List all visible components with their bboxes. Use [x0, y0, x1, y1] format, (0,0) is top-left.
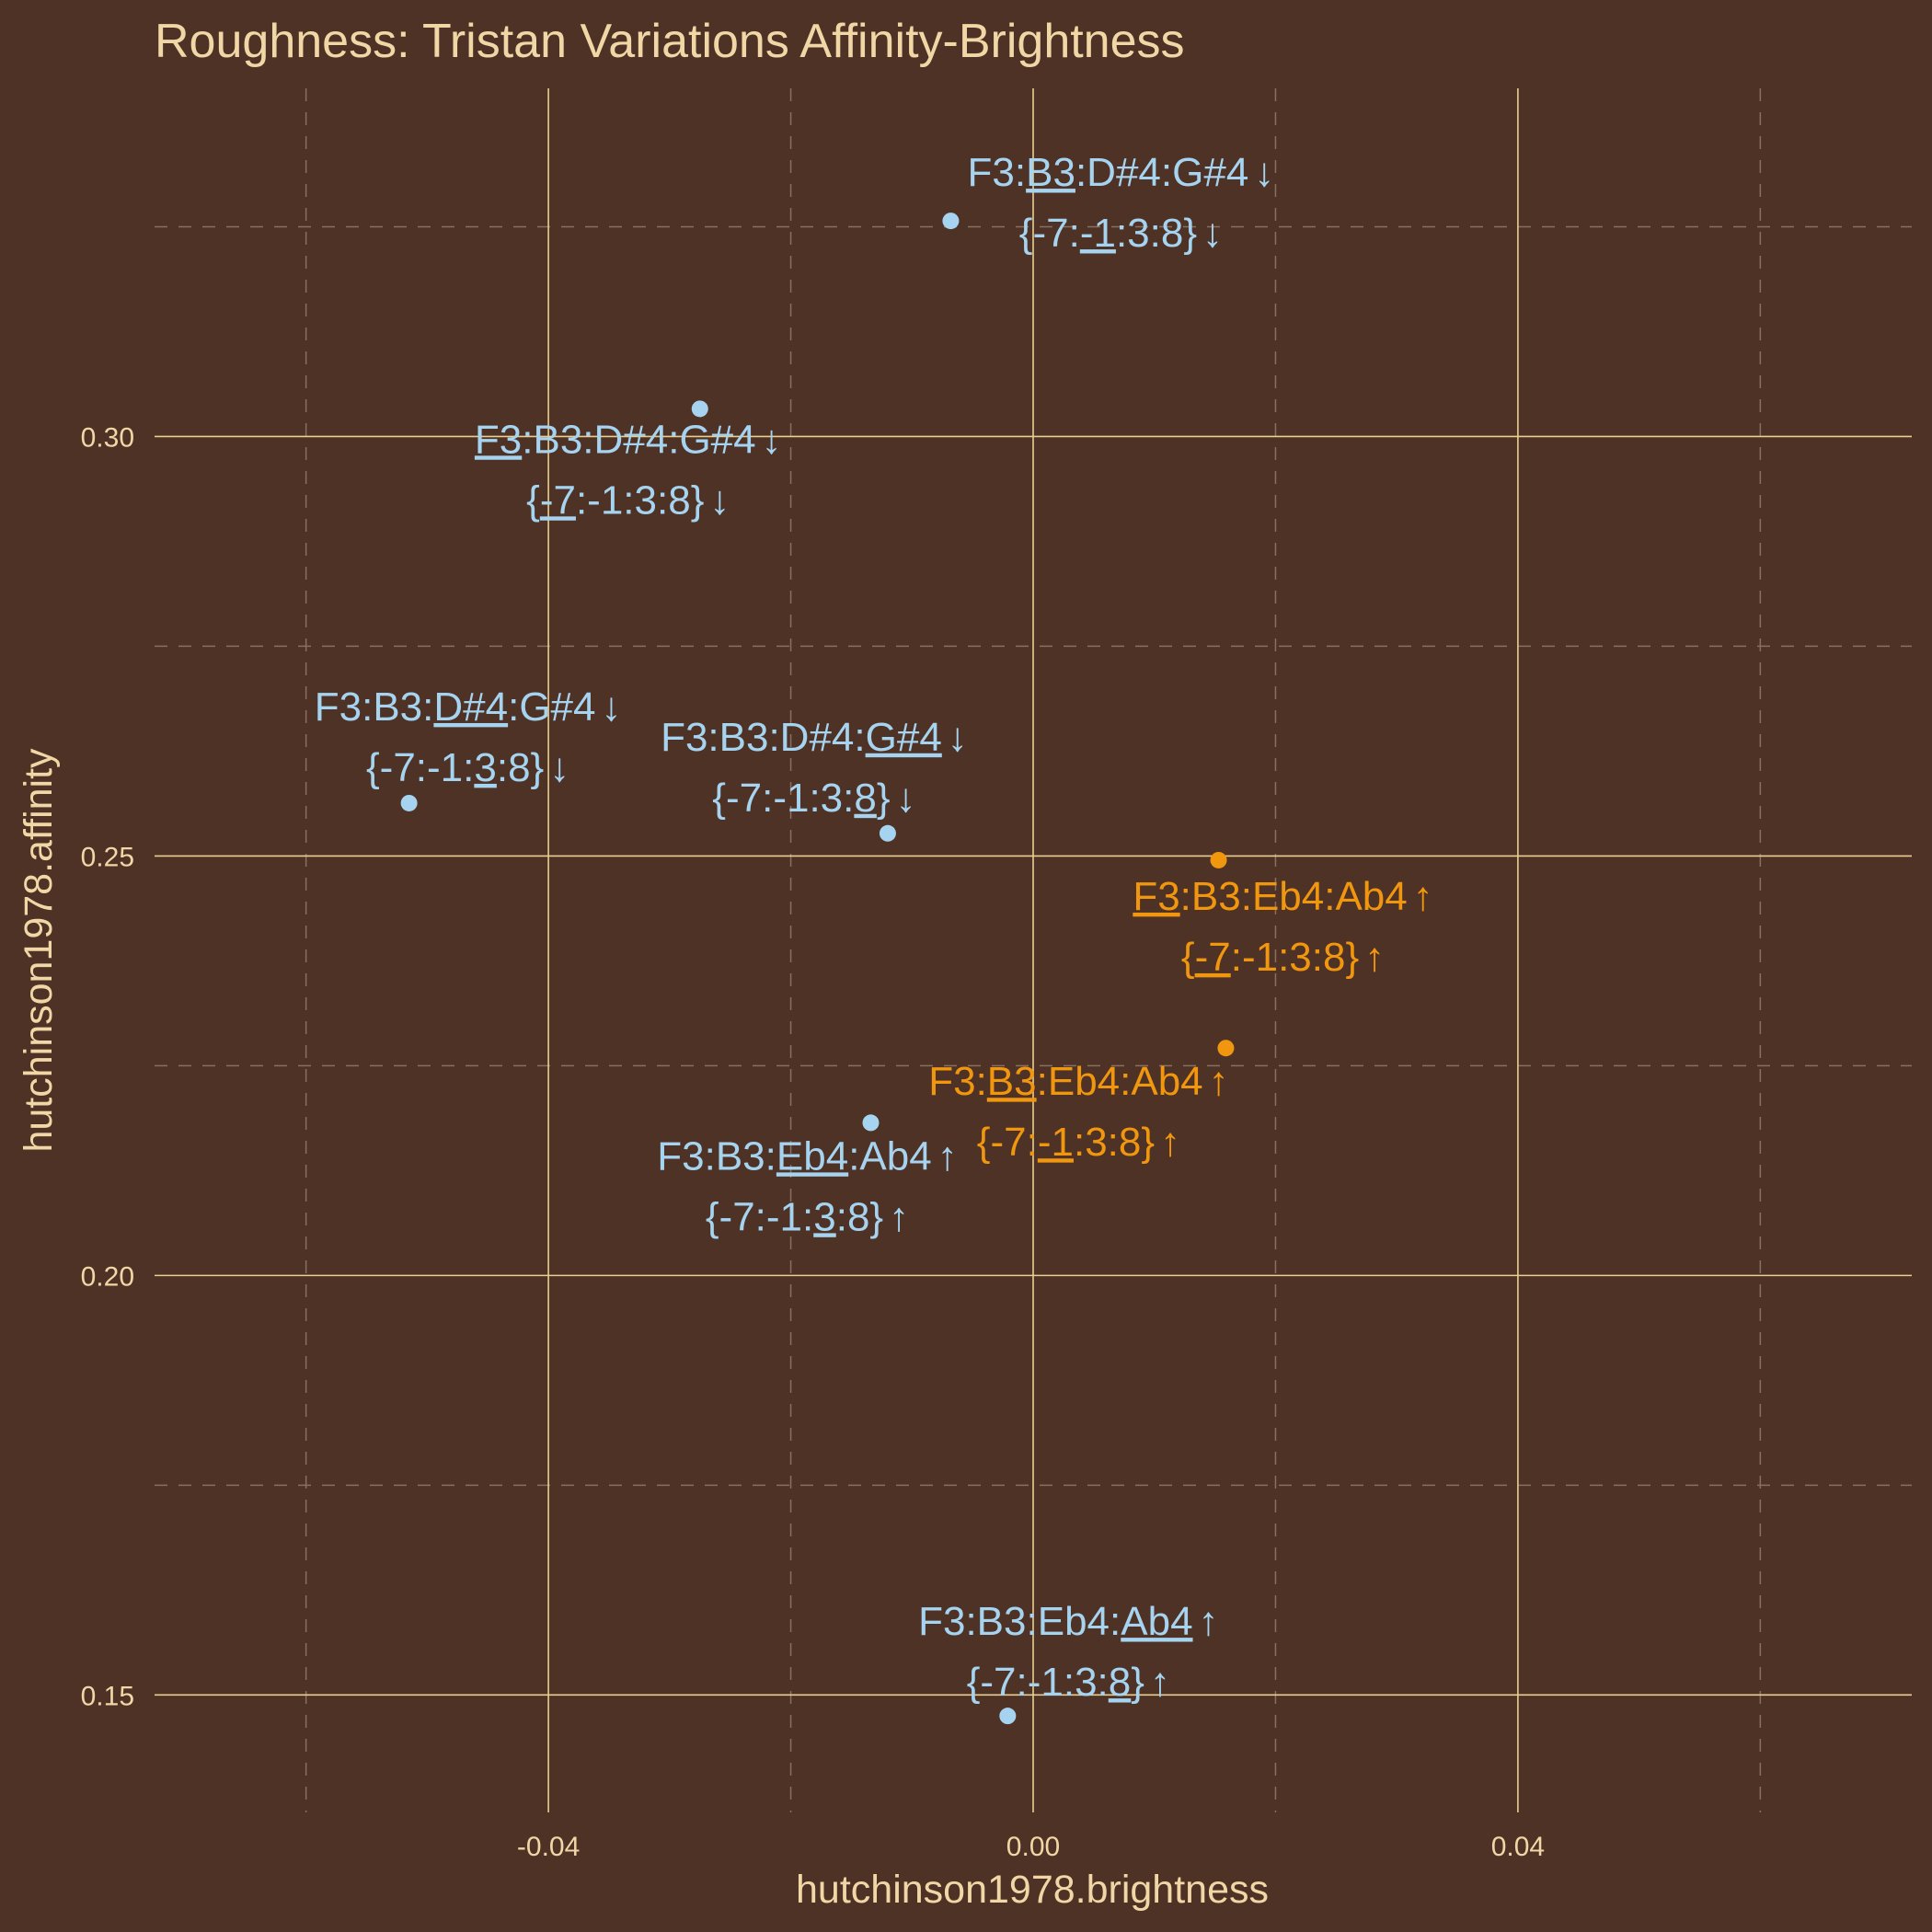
x-axis-title: hutchinson1978.brightness [796, 1868, 1269, 1912]
grid-layer [155, 88, 1912, 1812]
point-label-notes: F3:B3:D#4:G#4 ↓ [661, 715, 968, 760]
x-tick-label: 0.04 [1491, 1832, 1545, 1862]
data-point [879, 824, 896, 842]
data-point [1210, 851, 1227, 868]
point-label-intervals: {-7:-1:3:8} ↓ [712, 776, 915, 821]
data-point [942, 213, 960, 230]
point-label-notes: F3:B3:Eb4:Ab4 ↑ [1133, 874, 1432, 919]
data-point [691, 400, 708, 418]
point-label-notes: F3:B3:D#4:G#4 ↓ [315, 684, 622, 730]
data-point [400, 794, 418, 811]
point-label-intervals: {-7:-1:3:8} ↑ [977, 1120, 1180, 1165]
data-point [862, 1114, 880, 1132]
data-point [999, 1708, 1017, 1725]
point-label-intervals: {-7:-1:3:8} ↓ [526, 477, 730, 523]
point-label-notes: F3:B3:Eb4:Ab4 ↑ [657, 1133, 957, 1179]
point-label-notes: F3:B3:Eb4:Ab4 ↑ [918, 1599, 1218, 1644]
point-label-notes: F3:B3:D#4:G#4 ↓ [475, 417, 782, 462]
point-label-intervals: {-7:-1:3:8} ↓ [366, 745, 569, 790]
point-label-intervals: {-7:-1:3:8} ↓ [1019, 211, 1223, 256]
data-points [400, 213, 1235, 1725]
tick-labels: -0.04 0.00 0.04 0.15 0.20 0.25 0.30 [81, 422, 1545, 1862]
point-labels: F3:B3:D#4:G#4 ↓ {-7:-1:3:8} ↓ F3:B3:D#4:G#4 ↓… [315, 150, 1433, 1705]
point-label-intervals: {-7:-1:3:8} ↑ [967, 1660, 1170, 1705]
y-tick-label: 0.20 [81, 1261, 134, 1292]
chart-title: Roughness: Tristan Variations Affinity-B… [155, 15, 1185, 68]
point-label-notes: F3:B3:D#4:G#4 ↓ [968, 150, 1275, 195]
y-tick-label: 0.15 [81, 1681, 134, 1711]
y-axis-title: hutchinson1978.affinity [17, 748, 61, 1153]
y-tick-label: 0.30 [81, 422, 134, 453]
point-label-intervals: {-7:-1:3:8} ↑ [1181, 935, 1385, 980]
y-tick-label: 0.25 [81, 842, 134, 872]
point-label-notes: F3:B3:Eb4:Ab4 ↑ [928, 1059, 1228, 1104]
x-tick-label: -0.04 [517, 1832, 580, 1862]
x-tick-label: 0.00 [1006, 1832, 1060, 1862]
point-label-intervals: {-7:-1:3:8} ↑ [706, 1194, 909, 1239]
data-point [1217, 1040, 1235, 1057]
